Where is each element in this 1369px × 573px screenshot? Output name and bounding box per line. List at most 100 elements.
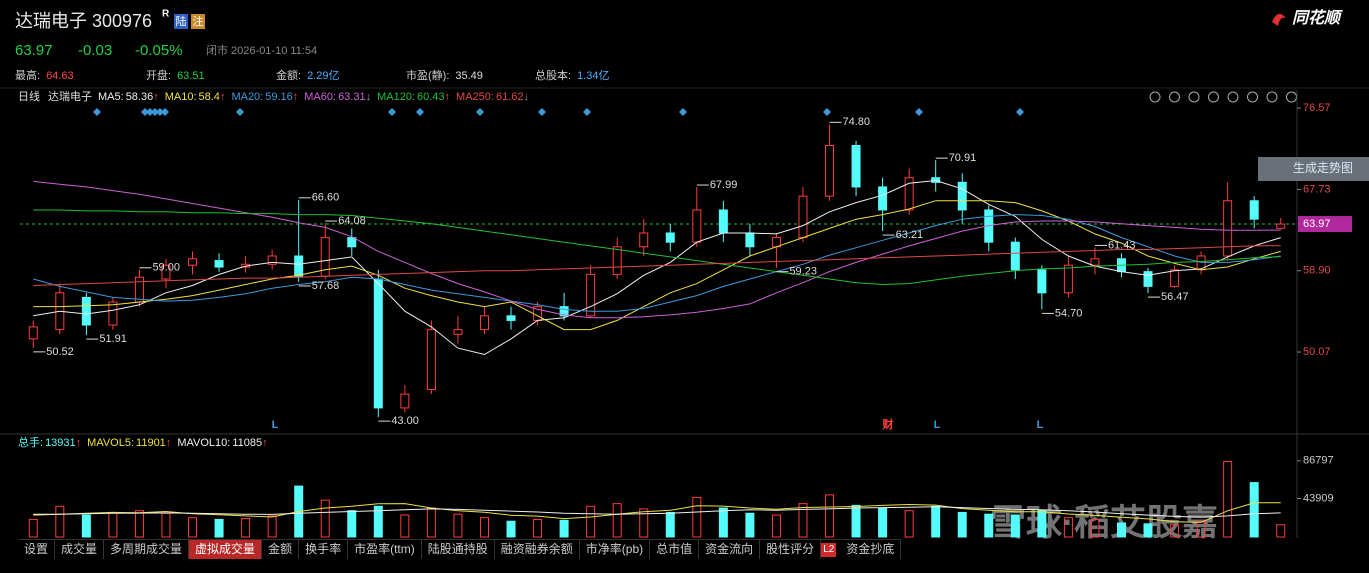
stat: 金额: 2.29亿 (276, 68, 339, 82)
candle-body (1276, 223, 1286, 229)
icon[interactable] (1149, 91, 1161, 103)
legend-value: 58.4 (199, 91, 220, 103)
legend-value: 63.31 (338, 91, 366, 103)
legend-value: 61.62 (496, 91, 524, 103)
icon[interactable] (1227, 91, 1239, 103)
annotation-label: 59.23 (789, 266, 817, 278)
candle-body (878, 186, 888, 211)
tab[interactable]: 陆股通持股 (422, 540, 495, 559)
candle-body (294, 255, 304, 277)
volume-bar (1249, 482, 1259, 538)
tab[interactable]: 虚拟成交量 (189, 540, 263, 559)
volume-bar (506, 520, 516, 538)
icon[interactable] (1266, 91, 1278, 103)
tab[interactable]: 融资融券余额 (495, 540, 580, 559)
volume-bar (984, 513, 994, 538)
candle-body (1143, 271, 1153, 287)
event-marker (679, 108, 687, 116)
candle-body (718, 209, 728, 234)
legend-trend: ↑ (166, 437, 172, 449)
tab[interactable]: 股性评分 (760, 540, 822, 559)
candle-body (453, 329, 463, 335)
tab[interactable]: 资金流向 (699, 540, 761, 559)
volume-bar (1276, 524, 1286, 538)
volume-bar (825, 494, 835, 538)
candle-body (586, 273, 596, 317)
stat-value: 1.34亿 (577, 69, 609, 82)
candle-body (134, 276, 144, 303)
mark: R (162, 9, 170, 20)
legend-trend: ↑ (76, 437, 82, 449)
annotation-label: 43.00 (391, 415, 419, 427)
annotation-label: 74.80 (843, 116, 871, 128)
tab[interactable]: 总市值 (650, 540, 700, 559)
event-marker (538, 108, 546, 116)
volume-bar (1063, 517, 1073, 538)
tab[interactable]: 成交量 (55, 540, 105, 559)
volume-bar (479, 517, 489, 538)
tab[interactable]: 设置 (18, 540, 56, 559)
tab[interactable]: 换手率 (299, 540, 349, 559)
button[interactable] (1258, 157, 1369, 181)
change: -0.03 (78, 42, 112, 59)
legend-name: MA20: (231, 91, 263, 103)
tab[interactable]: 市盈率(ttm) (348, 540, 422, 559)
event-marker (151, 108, 159, 116)
candle-body (373, 278, 383, 409)
candle-body (1170, 269, 1180, 287)
volume-bar (718, 507, 728, 538)
ma-line (33, 179, 1281, 356)
icon[interactable] (1208, 91, 1219, 103)
volume-bar (1116, 522, 1126, 538)
icon[interactable] (1247, 91, 1258, 103)
tab[interactable]: 金额 (262, 540, 300, 559)
volume-bar (957, 511, 967, 538)
candle-body (108, 301, 118, 326)
volume-bar (1170, 524, 1180, 538)
stat-value: 2.29亿 (307, 69, 339, 82)
tab-bar: 设置 成交量 多周期成交量 虚拟成交量 金额 换手率 市盈率(ttm) 陆股通持股 融资融券余额… (18, 539, 902, 559)
y-tick-label: 67.73 (1303, 183, 1331, 195)
candle-body (1249, 200, 1259, 220)
icon[interactable] (1188, 91, 1200, 103)
period: 日线 (18, 89, 40, 103)
legend-trend: ↑ (445, 91, 451, 103)
icon[interactable] (1169, 91, 1180, 103)
candle-body (400, 393, 410, 409)
volume-bar (931, 505, 941, 538)
event-label: 财 (882, 417, 894, 431)
candle-body (1010, 241, 1020, 271)
volume-bar (612, 503, 622, 538)
candle-body (825, 145, 835, 197)
annotation-label: 56.47 (1161, 291, 1189, 303)
tab[interactable]: 资金抄底 (840, 540, 902, 559)
event-label: L (934, 419, 941, 431)
event-marker (1016, 108, 1024, 116)
legend-name: MAVOL10: (177, 437, 230, 449)
candle-body (1063, 264, 1073, 294)
candle-body (28, 326, 38, 340)
annotation-label: 51.91 (99, 333, 127, 345)
legend-value: 11085 (232, 437, 262, 449)
volume-bar (1037, 510, 1047, 538)
volume-bar (267, 515, 277, 538)
button-label[interactable]: 生成走势图 (1293, 161, 1353, 175)
tab[interactable]: 多周期成交量 (104, 540, 190, 559)
volume-bar (559, 519, 569, 538)
candle-body (612, 246, 622, 275)
tab[interactable]: 市净率(pb) (580, 540, 651, 559)
candle-body (1090, 258, 1100, 266)
legend-value: 59.16 (265, 91, 293, 103)
volume-bar (798, 503, 808, 538)
event-marker (388, 108, 396, 116)
legend-value: 11901 (136, 437, 166, 449)
event-marker (915, 108, 923, 116)
stat-value: 64.63 (46, 70, 74, 82)
event-marker (146, 108, 154, 116)
y-tick-label: 86797 (1303, 455, 1334, 467)
volume-bar (55, 505, 65, 538)
legend-name: MA60: (304, 91, 336, 103)
volume-bar (241, 518, 251, 538)
volume-bar (81, 514, 91, 538)
